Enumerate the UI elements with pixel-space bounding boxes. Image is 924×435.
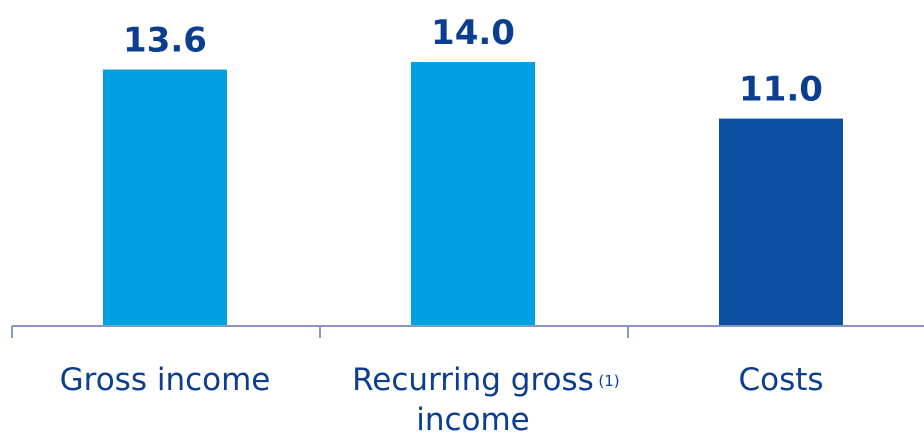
bar-gross-income — [103, 69, 227, 327]
bar-costs — [719, 118, 843, 326]
x-tick-label: Costs — [738, 362, 823, 398]
data-label: 13.6 — [123, 21, 207, 61]
data-label: 11.0 — [739, 70, 823, 110]
data-label: 14.0 — [431, 13, 515, 53]
bar-recurring-gross-income — [411, 62, 535, 326]
x-tick-label: income — [416, 402, 530, 435]
bars-group — [103, 62, 843, 327]
x-tick-label: Recurring gross — [352, 362, 594, 398]
value-labels-group: 13.6 14.0 11.0 — [123, 13, 823, 110]
x-tick-label: Gross income — [60, 362, 271, 398]
footnote-marker: (1) — [598, 372, 619, 390]
axis-group — [11, 325, 924, 338]
category-labels-group: Gross income Recurring gross income (1) Cost… — [60, 362, 824, 435]
